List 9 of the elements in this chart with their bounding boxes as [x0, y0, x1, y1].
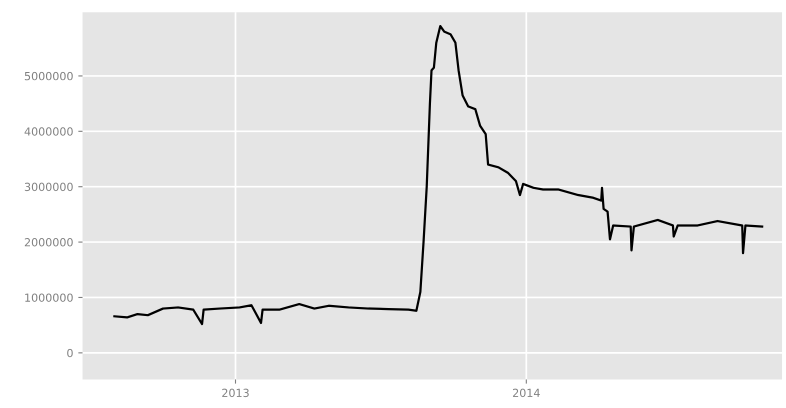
- y-tick-label: 1000000: [25, 293, 73, 302]
- line-series: [113, 24, 764, 326]
- y-tick-label: 0: [67, 348, 73, 358]
- y-tick-label: 4000000: [24, 127, 73, 136]
- y-tick-label: 3000000: [24, 182, 73, 192]
- y-tick-label: 5000000: [24, 72, 73, 80]
- y-tick-label: 2000000: [24, 238, 73, 246]
- x-tick-label: 2014: [512, 388, 540, 398]
- x-tick-label: 2013: [222, 388, 249, 398]
